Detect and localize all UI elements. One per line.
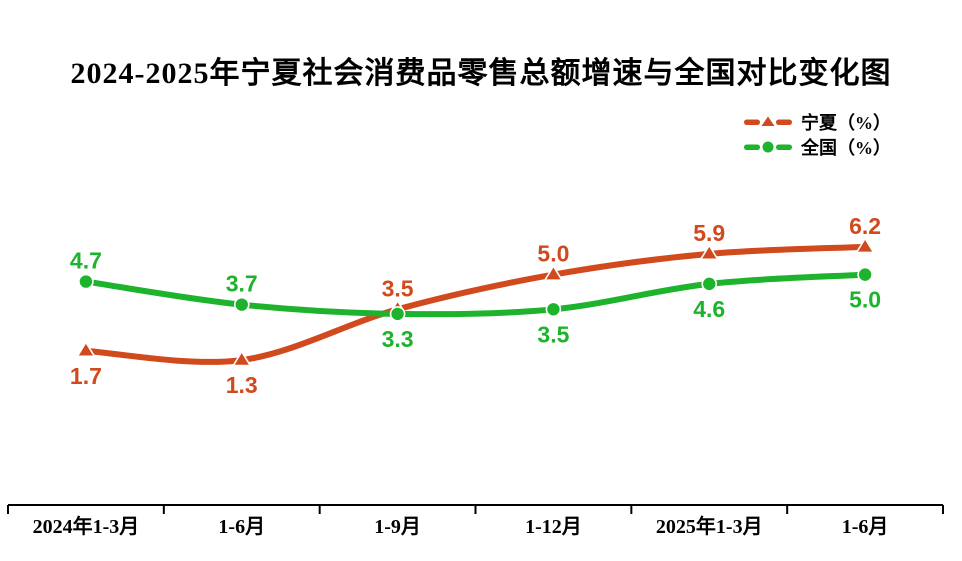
data-point-marker xyxy=(701,276,718,292)
x-axis-label: 1-6月 xyxy=(842,516,889,538)
x-axis-label: 1-12月 xyxy=(525,516,582,538)
data-point-marker xyxy=(857,266,873,283)
legend-item-national: 全国（%） xyxy=(744,136,891,158)
data-point-marker xyxy=(545,301,562,318)
series-line-1 xyxy=(82,271,869,318)
data-point-marker xyxy=(75,340,96,358)
series-line-0 xyxy=(82,243,869,365)
data-label: 1.3 xyxy=(226,372,258,398)
data-label: 3.3 xyxy=(382,326,414,352)
x-axis-label: 1-6月 xyxy=(218,516,265,538)
data-point-marker xyxy=(855,236,876,254)
data-label: 3.5 xyxy=(382,275,414,301)
x-axis-label: 2024年1-3月 xyxy=(33,514,140,538)
data-point-marker xyxy=(233,296,250,313)
data-label: 4.7 xyxy=(70,248,102,274)
legend-label-ningxia: 宁夏（%） xyxy=(801,113,891,133)
x-axis-label: 2025年1-3月 xyxy=(656,514,763,538)
legend-item-ningxia: 宁夏（%） xyxy=(744,111,891,133)
data-point-marker xyxy=(231,350,252,367)
data-label: 3.7 xyxy=(226,271,258,297)
data-label: 1.7 xyxy=(70,363,102,389)
data-point-marker xyxy=(543,264,564,281)
legend: 宁夏（%） 全国（%） xyxy=(744,111,891,158)
x-axis-label: 1-9月 xyxy=(374,516,421,538)
data-label: 6.2 xyxy=(849,213,881,239)
data-point-marker xyxy=(78,273,94,290)
data-label: 5.0 xyxy=(849,287,881,313)
legend-label-national: 全国（%） xyxy=(801,138,891,158)
data-point-marker xyxy=(699,243,720,261)
data-point-marker xyxy=(389,306,406,322)
chart-title: 2024-2025年宁夏社会消费品零售总额增速与全国对比变化图 xyxy=(70,57,892,90)
data-label: 5.9 xyxy=(693,220,725,246)
national-line-sample-icon xyxy=(744,141,792,153)
data-label: 5.0 xyxy=(537,241,569,267)
data-label: 3.5 xyxy=(537,321,569,347)
ningxia-line-sample-icon xyxy=(744,116,792,126)
data-label: 4.6 xyxy=(693,296,725,322)
